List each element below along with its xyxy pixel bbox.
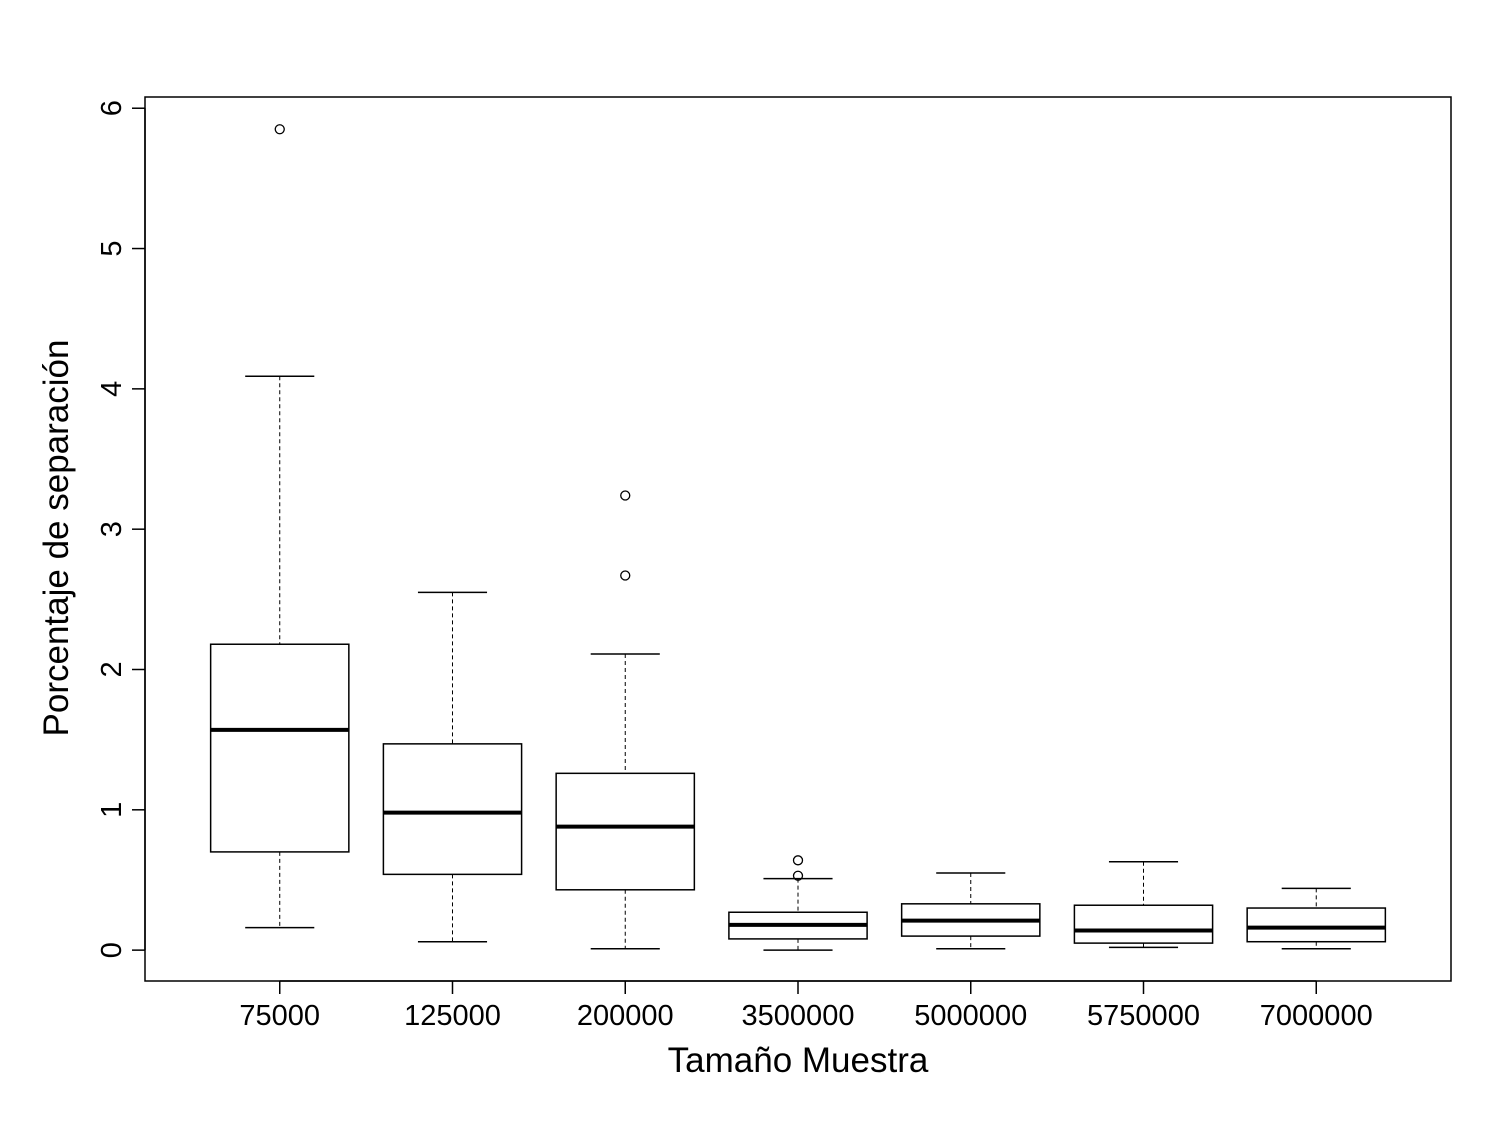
boxes [209, 124, 1387, 951]
box-3500000 [728, 855, 868, 951]
x-tick-label: 5000000 [914, 1000, 1027, 1032]
x-axis: 75000 125000 200000 3500000 5000000 5750000 70… [239, 980, 1373, 1032]
box-5000000 [900, 872, 1041, 950]
box-5750000 [1073, 860, 1214, 949]
x-tick-label: 200000 [577, 1000, 674, 1032]
box-125000 [382, 591, 523, 943]
x-tick-label: 5750000 [1087, 1000, 1200, 1032]
outlier-point [792, 855, 804, 866]
y-axis-title: Porcentaje de separación [37, 340, 76, 737]
y-tick-label: 5 [96, 240, 128, 256]
y-tick-label: 2 [96, 661, 128, 677]
box-200000 [555, 490, 696, 950]
outlier-point [620, 490, 631, 501]
y-tick-label: 1 [96, 802, 128, 818]
outlier-point [274, 124, 285, 135]
y-tick-label: 0 [96, 942, 128, 958]
y-axis: 0 1 2 3 4 5 6 [96, 100, 146, 958]
box-iqr [1246, 907, 1387, 943]
y-tick-label: 6 [96, 100, 128, 116]
box-iqr [209, 643, 350, 853]
x-axis-title: Tamaño Muestra [668, 1041, 929, 1080]
outlier-point [620, 570, 631, 581]
box-iqr [382, 743, 523, 876]
box-iqr [1073, 904, 1214, 944]
x-tick-label: 125000 [404, 1000, 501, 1032]
box-75000 [209, 124, 350, 929]
y-tick-label: 3 [96, 521, 128, 537]
x-tick-label: 75000 [239, 1000, 320, 1032]
y-tick-label: 4 [96, 381, 128, 397]
outlier-point [792, 870, 804, 881]
box-7000000 [1246, 887, 1387, 950]
box-iqr [555, 772, 696, 891]
x-tick-label: 7000000 [1260, 1000, 1373, 1032]
x-tick-label: 3500000 [742, 1000, 855, 1032]
